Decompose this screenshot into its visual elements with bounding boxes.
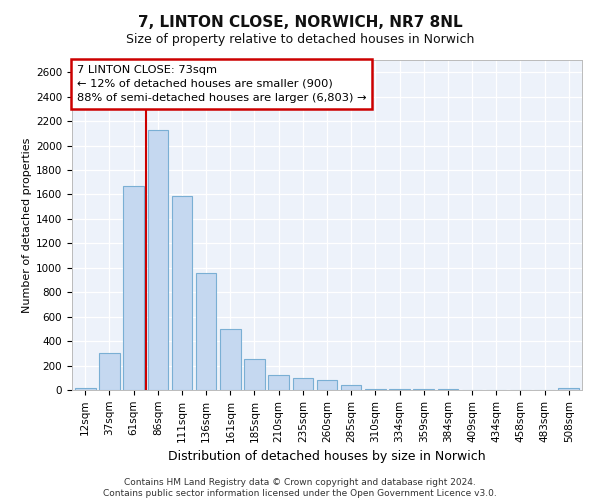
Bar [317, 380, 337, 390]
Text: 7 LINTON CLOSE: 73sqm
← 12% of detached houses are smaller (900)
88% of semi-det: 7 LINTON CLOSE: 73sqm ← 12% of detached … [77, 65, 367, 103]
Bar [268, 376, 289, 390]
Bar [99, 354, 120, 390]
Bar [148, 130, 168, 390]
Bar [196, 272, 217, 390]
Bar [124, 186, 144, 390]
Bar [293, 378, 313, 390]
X-axis label: Distribution of detached houses by size in Norwich: Distribution of detached houses by size … [168, 450, 486, 463]
Bar [172, 196, 192, 390]
Bar [341, 385, 361, 390]
Text: Size of property relative to detached houses in Norwich: Size of property relative to detached ho… [126, 32, 474, 46]
Bar [220, 329, 241, 390]
Text: 7, LINTON CLOSE, NORWICH, NR7 8NL: 7, LINTON CLOSE, NORWICH, NR7 8NL [137, 15, 463, 30]
Bar [75, 388, 95, 390]
Bar [559, 388, 579, 390]
Y-axis label: Number of detached properties: Number of detached properties [22, 138, 32, 312]
Bar [244, 360, 265, 390]
Text: Contains HM Land Registry data © Crown copyright and database right 2024.
Contai: Contains HM Land Registry data © Crown c… [103, 478, 497, 498]
